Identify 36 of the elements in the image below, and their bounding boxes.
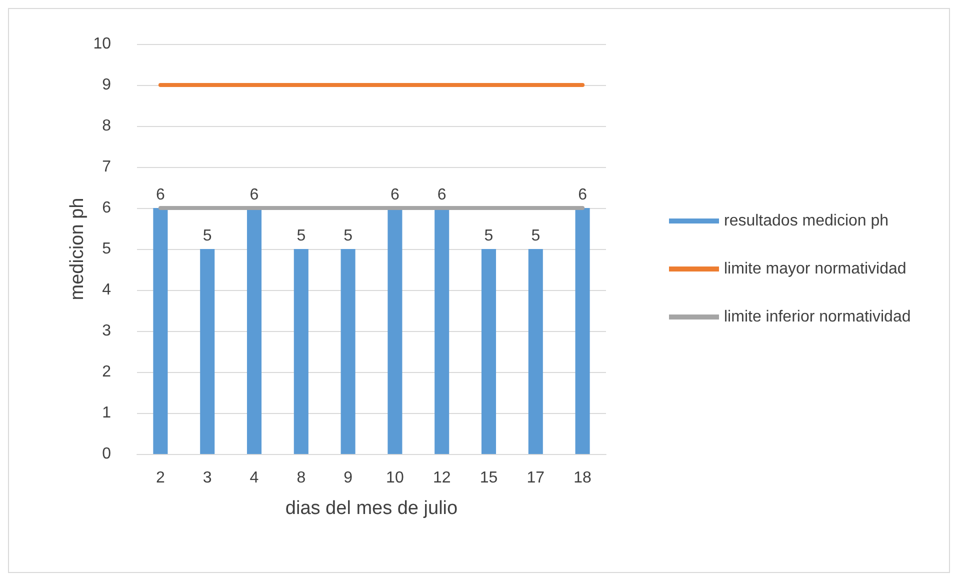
data-label: 6 (578, 186, 588, 204)
y-tick-label: 4 (102, 282, 112, 298)
y-tick-label: 10 (93, 36, 112, 52)
data-label: 6 (156, 186, 165, 204)
x-tick-label: 9 (344, 470, 353, 486)
y-tick-label: 7 (102, 158, 112, 176)
y-tick-label: 0 (102, 446, 112, 462)
y-tick-label: 2 (102, 364, 112, 380)
x-tick-label: 2 (156, 470, 165, 486)
data-label: 5 (202, 228, 212, 244)
x-tick-label: 8 (296, 470, 306, 486)
data-label: 5 (484, 228, 494, 244)
x-tick-label: 15 (480, 470, 498, 486)
y-tick-label: 5 (102, 240, 112, 258)
y-tick-label: 9 (102, 76, 112, 94)
data-label: 5 (344, 228, 353, 244)
legend-label: limite inferior normatividad (724, 308, 911, 326)
x-tick-label: 17 (526, 470, 545, 486)
data-label: 6 (390, 186, 400, 204)
data-label: 6 (437, 186, 446, 204)
x-tick-label: 12 (432, 470, 451, 486)
y-tick-label: 6 (102, 200, 112, 216)
x-tick-label: 18 (574, 470, 592, 486)
y-tick-label: 8 (102, 118, 112, 134)
data-label: 5 (531, 228, 540, 244)
y-axis-title: medicion ph (67, 198, 88, 300)
x-axis-title: dias del mes de julio (285, 498, 458, 519)
data-label: 5 (296, 228, 306, 244)
y-tick-label: 3 (102, 322, 112, 340)
legend-label: resultados medicion ph (724, 212, 889, 230)
x-tick-label: 4 (250, 470, 259, 486)
legend-label: limite mayor normatividad (724, 260, 906, 278)
y-tick-label: 1 (102, 404, 112, 422)
x-tick-label: 10 (386, 470, 404, 486)
data-label: 6 (250, 186, 259, 204)
x-tick-label: 3 (202, 470, 212, 486)
